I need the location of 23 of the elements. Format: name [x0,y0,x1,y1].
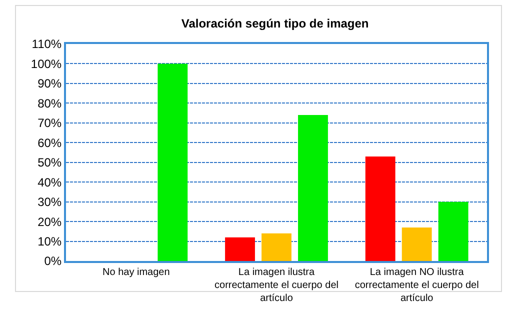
y-tick-label: 60% [38,136,62,150]
bar [225,237,255,261]
y-tick-label: 70% [38,116,62,130]
y-tick-label: 80% [38,96,62,110]
x-tick-label: La imagen NO ilustra correctamente el cuerpo del artículo [354,267,479,304]
chart-title: Valoración según tipo de imagen [181,16,369,31]
y-tick-label: 50% [38,156,62,170]
y-tick-label: 100% [30,56,62,71]
bar [158,64,188,261]
bar [438,202,468,261]
y-tick-label: 30% [38,195,62,210]
y-tick-label: 90% [38,76,62,91]
y-tick-label: 0% [44,254,62,268]
y-tick-label: 10% [38,234,62,248]
bar [298,115,328,261]
x-tick-label: La imagen ilustra correctamente el cuerpo del artículo [214,267,338,304]
x-tick-label: No hay imagen [102,267,170,278]
bar [402,227,432,261]
bar [262,233,292,261]
y-tick-label: 20% [38,214,62,229]
bar [365,156,396,261]
y-tick-label: 110% [32,37,62,52]
y-tick-label: 40% [38,175,62,190]
